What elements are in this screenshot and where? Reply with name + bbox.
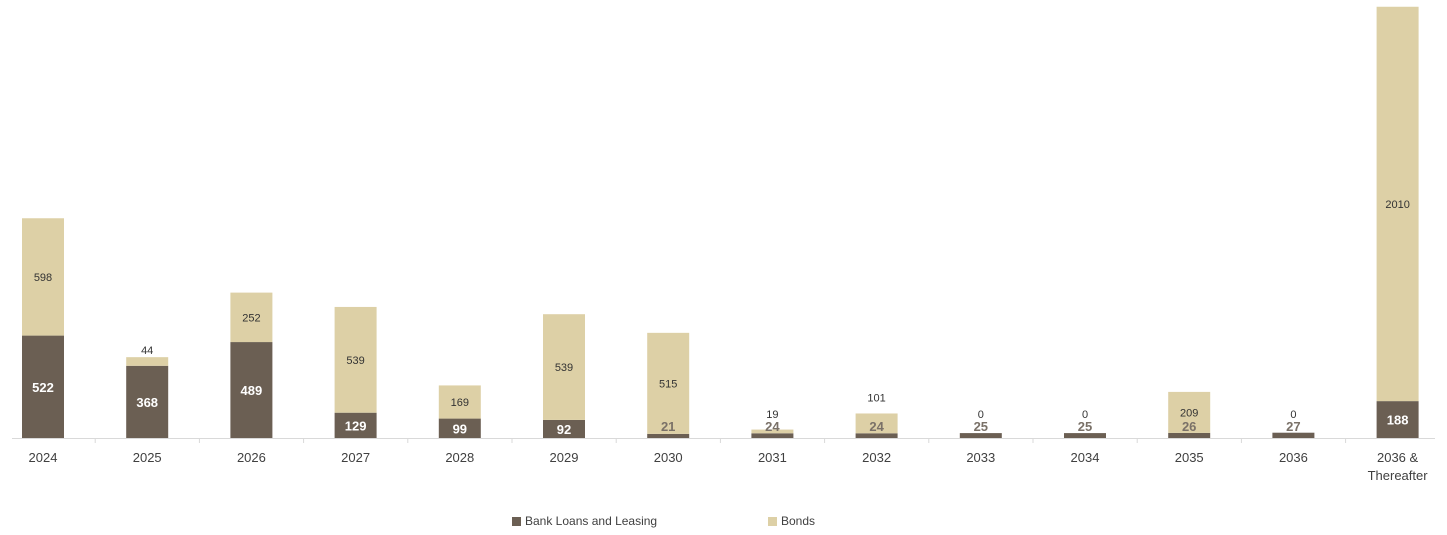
data-label-bank-4: 99 (453, 421, 467, 436)
bar-bank-3 (334, 412, 377, 438)
x-tick-label-10: 2034 (1071, 450, 1100, 465)
x-tick-label-4: 2028 (445, 450, 474, 465)
x-tick-label-3: 2027 (341, 450, 370, 465)
bar-bank-2 (230, 342, 273, 438)
x-tick-label-5: 2029 (550, 450, 579, 465)
data-label-bonds-8: 101 (867, 392, 885, 404)
bar-bank-8 (855, 433, 898, 438)
bar-bank-10 (1064, 433, 1106, 438)
x-tick-label-13: 2036 & Thereafter (1368, 450, 1429, 483)
data-label-bonds-9: 0 (978, 409, 984, 421)
bar-bonds-11 (1168, 391, 1211, 433)
data-label-bank-2: 489 (241, 383, 263, 398)
data-label-bank-13: 188 (1387, 413, 1409, 428)
bar-bank-9 (959, 433, 1002, 438)
data-label-bank-3: 129 (345, 418, 367, 433)
legend-item-bonds: Bonds (768, 514, 815, 528)
x-tick-label-6: 2030 (654, 450, 683, 465)
data-label-bonds-10: 0 (1082, 409, 1088, 421)
legend-swatch-bonds (768, 516, 777, 526)
bar-bank-7 (751, 433, 794, 438)
bar-bank-0 (22, 335, 64, 438)
x-tick-label-7: 2031 (758, 450, 787, 465)
bar-bank-1 (126, 365, 169, 438)
data-label-bonds-3: 539 (346, 355, 364, 367)
data-label-bonds-2: 252 (242, 312, 260, 324)
legend: Bank Loans and Leasing Bonds (0, 514, 1447, 532)
data-label-bonds-4: 169 (451, 397, 469, 409)
bar-bonds-5 (543, 314, 585, 420)
data-label-bank-6: 21 (661, 419, 675, 434)
bar-bonds-8 (855, 413, 898, 434)
data-label-bonds-12: 0 (1290, 409, 1296, 421)
data-label-bonds-13: 2010 (1385, 199, 1409, 211)
bar-bank-5 (543, 419, 585, 438)
data-label-bank-7: 24 (765, 419, 780, 434)
x-tick-label-9: 2033 (966, 450, 995, 465)
x-tick-label-1: 2025 (133, 450, 162, 465)
bar-bank-13 (1376, 401, 1419, 438)
data-label-bonds-7: 19 (766, 409, 778, 421)
x-tick-label-8: 2032 (862, 450, 891, 465)
data-label-bank-9: 25 (974, 419, 988, 434)
bar-bonds-0 (22, 218, 64, 336)
x-tick-label-0: 2024 (29, 450, 58, 465)
bar-bonds-7 (751, 429, 794, 434)
data-label-bank-1: 368 (136, 395, 158, 410)
legend-item-bank-loans: Bank Loans and Leasing (512, 514, 657, 528)
data-label-bank-0: 522 (32, 380, 54, 395)
data-label-bonds-5: 539 (555, 362, 573, 374)
legend-label-bank-loans: Bank Loans and Leasing (525, 514, 658, 528)
data-label-bank-11: 26 (1182, 419, 1196, 434)
x-tick-label-11: 2035 (1175, 450, 1204, 465)
x-tick-label-12: 2036 (1279, 450, 1308, 465)
bar-bank-12 (1272, 432, 1315, 438)
legend-label-bonds: Bonds (781, 514, 816, 528)
bar-bonds-1 (126, 357, 169, 366)
data-label-bonds-1: 44 (141, 345, 153, 357)
data-label-bonds-6: 515 (659, 378, 677, 390)
bar-bonds-2 (230, 292, 273, 343)
bar-bonds-3 (334, 306, 377, 413)
data-label-bank-8: 24 (869, 419, 884, 434)
x-tick-label-2: 2026 (237, 450, 266, 465)
data-label-bank-12: 27 (1286, 419, 1300, 434)
bar-bonds-4 (438, 385, 481, 419)
legend-swatch-bank-loans (512, 516, 521, 526)
bar-bonds-13 (1376, 6, 1419, 402)
bar-bonds-6 (647, 332, 690, 434)
data-label-bonds-11: 209 (1180, 407, 1198, 419)
bar-bank-11 (1168, 432, 1211, 438)
data-label-bank-5: 92 (557, 422, 571, 437)
bar-bank-4 (438, 418, 481, 438)
data-label-bank-10: 25 (1078, 419, 1092, 434)
data-label-bonds-0: 598 (34, 272, 52, 284)
bar-bank-6 (647, 433, 690, 438)
